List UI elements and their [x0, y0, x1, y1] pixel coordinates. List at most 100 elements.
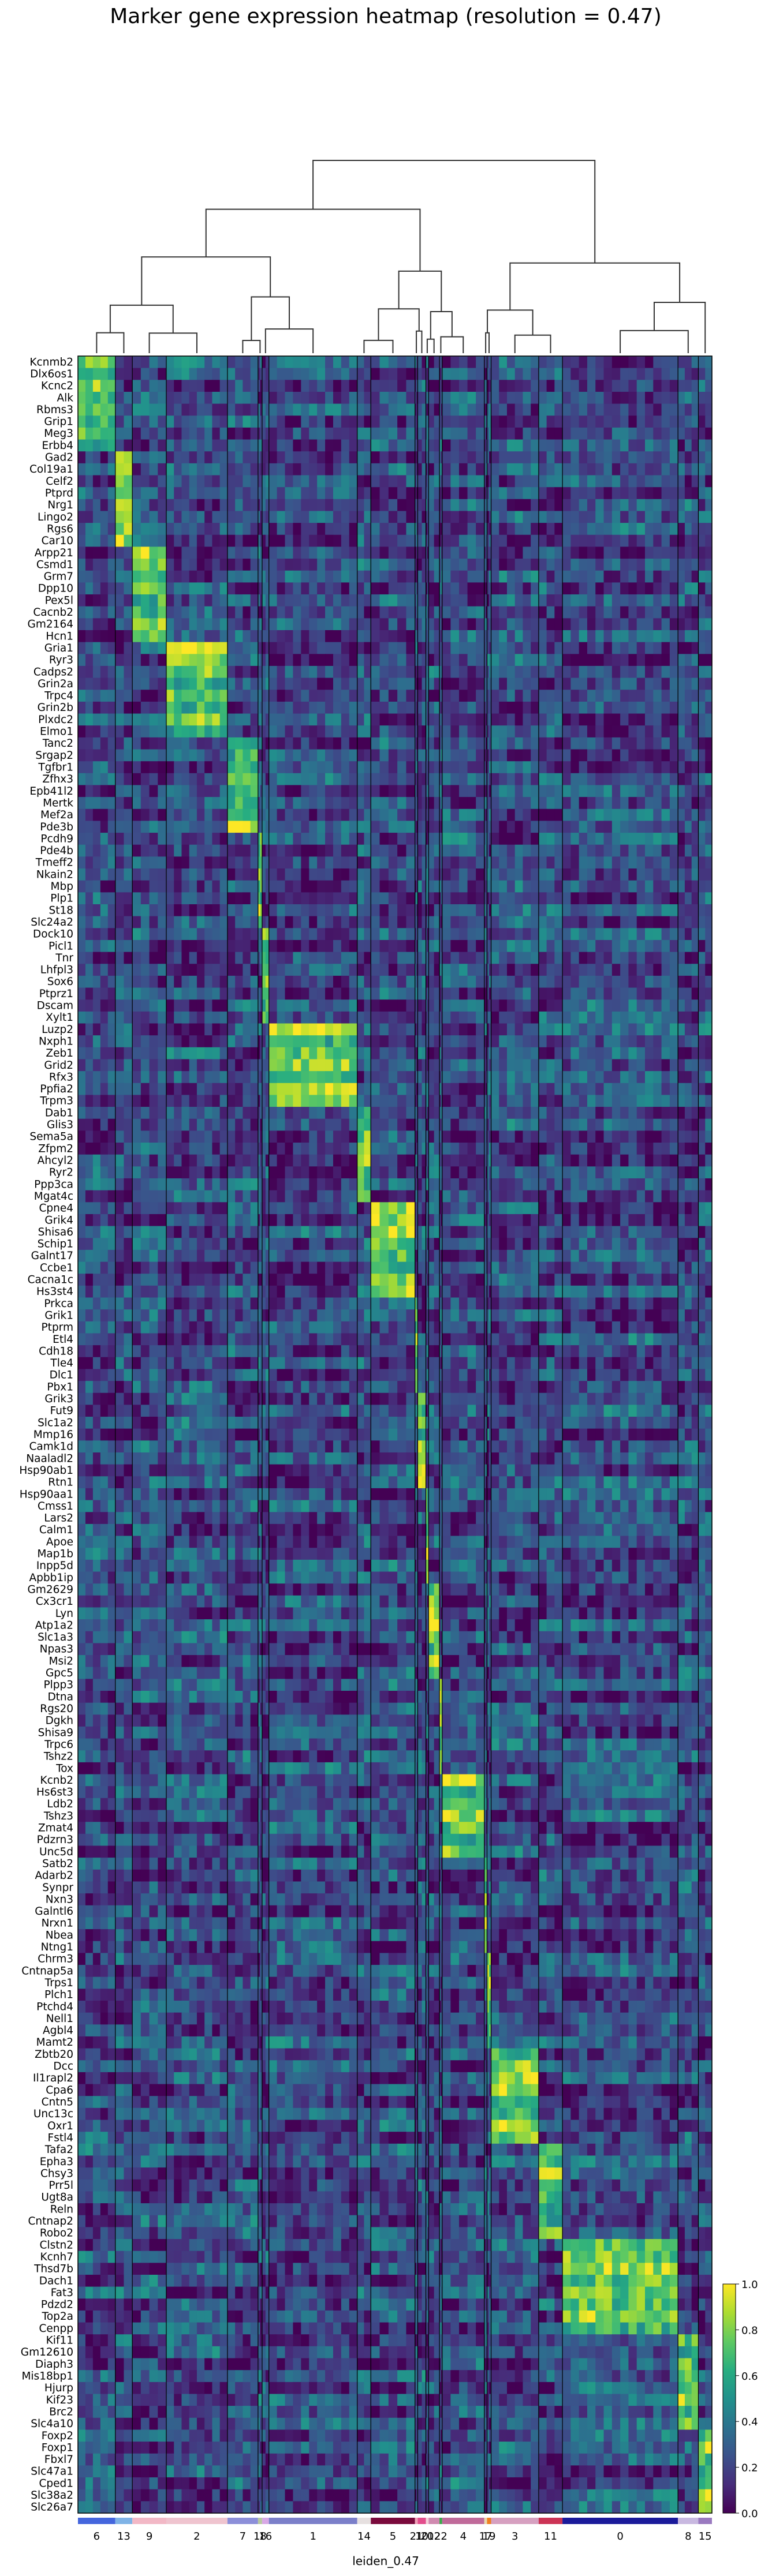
- heat-cell: [487, 511, 489, 523]
- heat-cell: [397, 630, 406, 642]
- heat-cell: [293, 618, 301, 630]
- heat-cell: [277, 916, 286, 928]
- heat-cell: [487, 582, 489, 594]
- heat-cell: [357, 904, 364, 916]
- heat-cell: [507, 594, 515, 606]
- heat-cell: [262, 928, 266, 940]
- heat-cell: [428, 571, 434, 583]
- heat-cell: [150, 618, 158, 630]
- heat-cell: [235, 380, 243, 392]
- heat-cell: [487, 428, 489, 440]
- heat-cell: [547, 368, 555, 380]
- heat-cell: [645, 714, 654, 726]
- heat-cell: [293, 797, 301, 809]
- heat-cell: [487, 690, 489, 702]
- heat-cell: [166, 487, 174, 499]
- heat-cell: [507, 392, 515, 404]
- heat-cell: [150, 952, 158, 964]
- heat-cell: [262, 952, 266, 964]
- heat-cell: [628, 904, 637, 916]
- heat-cell: [604, 582, 613, 594]
- heat-cell: [189, 761, 197, 773]
- heat-cell: [678, 761, 685, 773]
- heat-cell: [243, 511, 251, 523]
- heat-cell: [662, 773, 670, 785]
- heat-cell: [108, 725, 116, 737]
- heat-cell: [197, 725, 205, 737]
- heat-cell: [333, 546, 342, 559]
- heat-cell: [251, 392, 259, 404]
- heat-cell: [371, 821, 380, 833]
- heat-cell: [459, 690, 468, 702]
- heat-cell: [678, 654, 685, 666]
- heat-cell: [141, 737, 150, 750]
- heat-cell: [579, 809, 588, 821]
- heat-cell: [371, 773, 380, 785]
- heat-cell: [258, 428, 260, 440]
- heat-cell: [547, 809, 555, 821]
- heat-cell: [357, 702, 364, 714]
- heat-cell: [570, 630, 579, 642]
- dendrogram-link: [364, 340, 393, 353]
- heat-cell: [487, 546, 489, 559]
- heat-cell: [692, 761, 699, 773]
- heat-cell: [243, 881, 251, 893]
- heat-cell: [678, 702, 685, 714]
- heat-cell: [124, 916, 132, 928]
- dendrogram-link: [266, 329, 313, 353]
- heat-cell: [459, 833, 468, 845]
- heat-cell: [220, 511, 228, 523]
- heat-cell: [406, 702, 415, 714]
- heat-cell: [357, 380, 364, 392]
- heat-cell: [380, 940, 389, 952]
- heat-cell: [93, 666, 101, 678]
- heat-cell: [547, 702, 555, 714]
- heat-cell: [442, 904, 451, 916]
- heat-cell: [570, 523, 579, 535]
- heat-cell: [220, 928, 228, 940]
- heat-cell: [78, 606, 86, 619]
- heat-cell: [204, 415, 212, 428]
- heat-cell: [587, 440, 596, 452]
- heat-cell: [166, 892, 174, 904]
- heat-cell: [604, 380, 613, 392]
- heat-cell: [108, 952, 116, 964]
- heat-cell: [539, 380, 547, 392]
- heat-cell: [428, 451, 434, 463]
- heat-cell: [570, 892, 579, 904]
- heat-cell: [100, 368, 109, 380]
- heat-cell: [124, 928, 132, 940]
- heat-cell: [212, 750, 220, 762]
- heat-cell: [150, 821, 158, 833]
- heat-cell: [100, 976, 109, 988]
- heat-cell: [539, 928, 547, 940]
- heat-cell: [612, 380, 621, 392]
- heat-cell: [235, 606, 243, 619]
- heat-cell: [277, 940, 286, 952]
- heat-cell: [515, 428, 523, 440]
- heat-cell: [515, 976, 523, 988]
- heat-cell: [507, 499, 515, 511]
- heat-cell: [685, 714, 692, 726]
- heat-cell: [637, 761, 646, 773]
- heat-cell: [389, 546, 398, 559]
- heat-cell: [115, 535, 124, 547]
- heat-cell: [132, 714, 141, 726]
- heat-cell: [108, 881, 116, 893]
- heat-cell: [269, 988, 278, 1000]
- heat-cell: [507, 976, 515, 988]
- heat-cell: [166, 559, 174, 571]
- heat-cell: [78, 642, 86, 654]
- heat-cell: [531, 511, 539, 523]
- heat-cell: [150, 582, 158, 594]
- heat-cell: [293, 523, 301, 535]
- heat-cell: [220, 714, 228, 726]
- heat-cell: [692, 833, 699, 845]
- heat-cell: [100, 356, 109, 368]
- heat-cell: [220, 487, 228, 499]
- heat-cell: [587, 964, 596, 976]
- heat-cell: [228, 630, 236, 642]
- heat-cell: [531, 618, 539, 630]
- heat-cell: [653, 940, 662, 952]
- heat-cell: [450, 809, 459, 821]
